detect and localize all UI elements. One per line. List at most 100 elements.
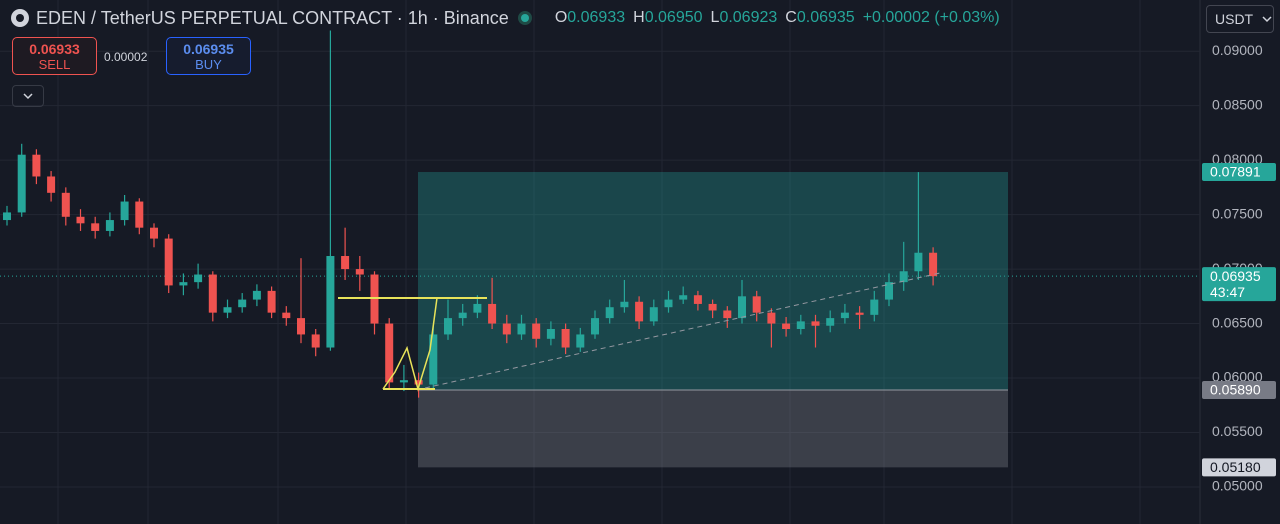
candle-body [517,323,526,335]
candle-body [929,252,938,277]
candle-body [752,296,761,313]
vertical-grid [57,0,1141,524]
symbol-title: EDEN / TetherUS PERPETUAL CONTRACT · 1h … [36,7,509,28]
buy-label: BUY [195,57,222,72]
candle-body [341,256,350,270]
candle-body [635,301,644,322]
y-tick-label: 0.06500 [1212,314,1263,330]
candle-body [3,212,11,221]
y-tick-label: 0.09000 [1212,42,1263,58]
candle-body [370,274,379,324]
candle-body [105,220,114,231]
loss-zone [418,390,1008,468]
candle-body [458,312,467,319]
candle-body [297,318,305,335]
sell-price: 0.06933 [29,41,80,57]
countdown: 43:47 [1210,284,1245,300]
candle-body [355,269,364,275]
buy-button[interactable]: 0.06935 BUY [166,37,251,75]
candle-body [326,256,335,348]
candle-body [473,303,482,313]
header: EDEN / TetherUS PERPETUAL CONTRACT · 1h … [10,6,1000,30]
currency: USDT [1215,11,1254,27]
ohlc-key: H [633,9,645,26]
candle-body [649,307,658,322]
candle-body [91,223,100,231]
price-tag [1202,458,1276,477]
candle-body [914,252,923,272]
candle-body [546,328,555,339]
candle-body [76,216,85,224]
candle-body [679,295,688,300]
price-tag [1202,163,1276,182]
candle-body [208,274,217,313]
collapse-button[interactable] [12,85,44,107]
ohlc-key: C [785,9,797,26]
ohlc-key: L [710,9,720,26]
candle-body [693,295,702,304]
candle-body [61,192,70,217]
candle-body [899,271,908,283]
y-tick-label: 0.07500 [1212,205,1263,221]
candle-body [399,380,408,383]
ohlc-value: 0.06935 [796,9,855,26]
candle-body [767,312,776,324]
ohlc-item: C0.06935 [785,9,854,27]
last-price-tag [1202,267,1276,302]
candle-body [723,310,732,319]
logo [11,9,29,27]
y-tick-label: 0.06000 [1212,369,1263,385]
candle-body [164,238,173,286]
candle-body [488,303,497,324]
candle-body [179,282,188,286]
y-tick-label: 0.08000 [1212,151,1263,167]
candle-body [17,154,26,213]
candle-body [561,328,570,348]
candle-body [150,227,158,239]
candle-body [870,299,879,315]
candle-body [532,323,541,339]
candle-body [840,312,849,319]
drawings [338,272,941,392]
price-tag [1202,381,1276,400]
drawn-pattern [382,297,438,392]
candle-body [223,307,232,313]
candle-body [605,307,614,319]
candle-body [252,290,261,300]
candle-body [414,380,423,385]
candle-body [855,312,864,315]
y-tick-label: 0.05500 [1212,423,1263,439]
candle-body [267,290,276,313]
candle-body [664,299,673,308]
candle-body [782,323,791,329]
currency-select[interactable]: USDT [1206,5,1274,33]
candle-body [811,321,820,326]
candle-body [591,318,599,335]
ohlc-item: O0.06933 [555,9,625,27]
sell-label: SELL [38,57,71,72]
candle-body [796,321,805,329]
candle-body [194,274,203,283]
candle-body [885,282,893,300]
ohlc-key: O [554,9,568,26]
y-tick-label: 0.08500 [1212,96,1263,112]
trend-line [424,272,941,389]
candle-body [282,312,291,319]
candle-body [32,154,41,177]
candle-body [311,334,320,348]
price-tag-label: 0.07891 [1210,164,1261,180]
price-tag-label: 0.05180 [1210,459,1261,475]
buy-price: 0.06935 [183,41,234,57]
candle-body [708,303,717,311]
ohlc: O0.06933 H0.06950 L0.06923 C0.06935 +0.00002… [555,9,1000,27]
price-axis-bg [1200,0,1280,524]
ohlc-item: H0.06950 [633,9,702,27]
ohlc-item: L0.06923 [711,9,778,27]
candle-body [47,176,56,193]
sell-button[interactable]: 0.06933 SELL [12,37,97,75]
ohlc-value: 0.06923 [719,9,778,26]
price-tag-label: 0.05890 [1210,382,1261,398]
chevron [1262,16,1272,23]
y-tick-label: 0.05000 [1212,478,1263,494]
